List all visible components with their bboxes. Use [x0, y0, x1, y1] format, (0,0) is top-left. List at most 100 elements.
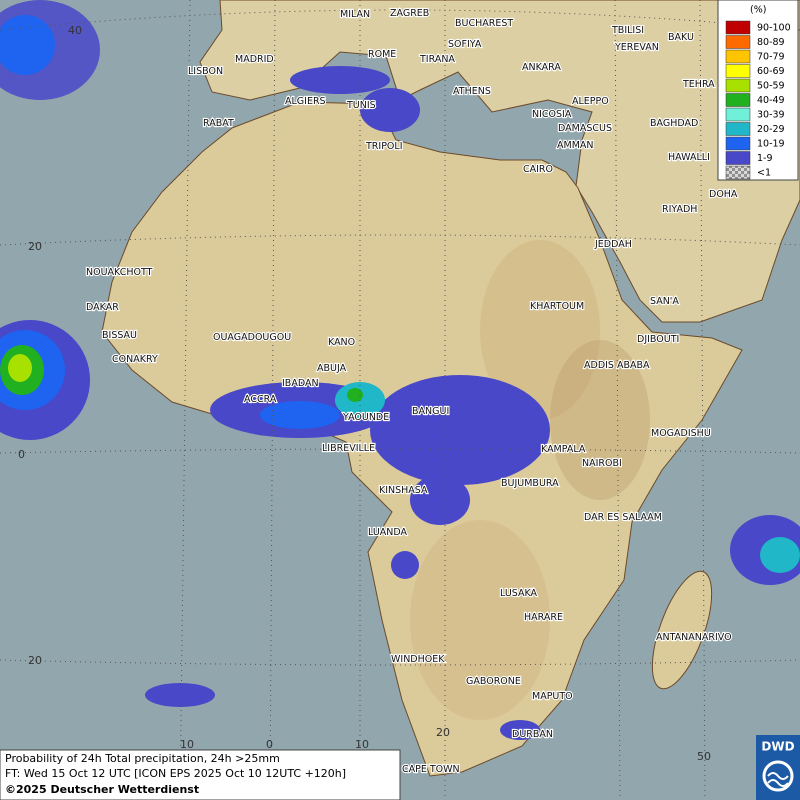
city-label: BUCHAREST [455, 18, 513, 29]
city-label: YEREVAN [614, 42, 659, 53]
legend-label: 30-39 [757, 110, 785, 121]
city-label: ANTANANARIVO [656, 632, 732, 643]
city-label: DAMASCUS [558, 123, 612, 134]
city-label: TIRANA [419, 54, 455, 65]
legend-swatch [725, 136, 751, 151]
city-label: DOHA [709, 189, 738, 200]
city-label: ALEPPO [572, 96, 609, 107]
city-label: GABORONE [466, 676, 521, 687]
legend-label: 1-9 [757, 153, 773, 164]
madagascar [651, 570, 713, 690]
legend-swatch [725, 49, 751, 64]
legend-swatch [725, 20, 751, 35]
city-label: DAKAR [86, 302, 119, 313]
longitude-label: 10 [180, 738, 194, 751]
city-label: DAR ES SALAAM [584, 512, 662, 523]
precipitation [0, 0, 800, 740]
city-label: MILAN [340, 9, 370, 20]
city-label: NOUAKCHOTT [86, 267, 153, 278]
legend-label: 50-59 [757, 81, 785, 92]
city-label: NICOSIA [532, 109, 572, 120]
legend: (%) 90-100 80-89 70-79 60-69 50-59 40-49 30-39 2… [725, 5, 791, 180]
city-label: KINSHASA [379, 485, 428, 496]
caption-copyright: ©2025 Deutscher Wetterdienst [5, 783, 199, 796]
city-label: ALGIERS [285, 96, 326, 107]
labels: MILAN ZAGREB BUCHAREST BAKU SOFIYA TBILISI YER… [18, 7, 739, 776]
city-label: ANKARA [522, 62, 561, 73]
city-label: BAKU [668, 32, 694, 43]
legend-label: 40-49 [757, 95, 785, 106]
city-label: DJIBOUTI [637, 334, 679, 345]
legend-label: 60-69 [757, 66, 785, 77]
legend-label: 10-19 [757, 139, 785, 150]
city-label: ABUJA [317, 363, 347, 374]
legend-title: (%) [750, 5, 766, 16]
legend-swatch [725, 93, 751, 107]
city-label: LUANDA [368, 527, 408, 538]
legend-swatch [725, 64, 751, 78]
legend-swatch [725, 122, 751, 136]
city-label: TUNIS [346, 100, 376, 111]
city-label: KHARTOUM [530, 301, 584, 312]
caption-title: Probability of 24h Total precipitation, … [5, 752, 280, 765]
legend-swatch [725, 107, 751, 122]
caption-box [0, 749, 401, 800]
latitude-label: 0 [18, 448, 25, 461]
land [199, 0, 800, 323]
latitude-label: 40 [68, 24, 82, 37]
legend-label: 90-100 [757, 23, 791, 34]
legend-label: 80-89 [757, 37, 785, 48]
caption-forecast: FT: Wed 15 Oct 12 UTC [ICON EPS 2025 Oct… [5, 767, 346, 780]
city-label: JEDDAH [594, 239, 632, 250]
city-label: HARARE [524, 612, 563, 623]
legend-swatch [725, 35, 751, 49]
city-label: MAPUTO [532, 691, 573, 702]
longitude-label: 10 [355, 738, 369, 751]
legend-swatch [725, 151, 751, 165]
legend-label: 20-29 [757, 124, 785, 135]
city-label: HAWALLI [668, 152, 710, 163]
highlands [550, 340, 650, 500]
city-label: TBILISI [611, 25, 644, 36]
city-label: DURBAN [512, 729, 553, 740]
latitude-label: 20 [28, 654, 42, 667]
latitude-label: 20 [28, 240, 42, 253]
city-label: ATHENS [453, 86, 491, 97]
city-label: ADDIS ABABA [584, 360, 650, 371]
city-label: BUJUMBURA [501, 478, 559, 489]
city-label: MOGADISHU [651, 428, 711, 439]
logo-waves [767, 772, 789, 787]
city-label: OUAGADOUGOU [213, 332, 291, 343]
logo-text: DWD [761, 740, 794, 754]
city-label: CONAKRY [112, 354, 158, 365]
legend-label: <1 [757, 168, 771, 179]
city-label: LIBREVILLE [322, 443, 375, 454]
city-label: IBADAN [282, 378, 319, 389]
logo-icon [762, 760, 794, 792]
city-label: WINDHOEK [391, 654, 445, 665]
city-label: CAIRO [523, 164, 553, 175]
city-label: LISBON [188, 66, 223, 77]
city-label: TEHRA [682, 79, 715, 90]
city-label: TRIPOLI [365, 141, 403, 152]
city-label: SOFIYA [448, 39, 482, 50]
city-label: ZAGREB [390, 8, 429, 19]
longitude-label: 0 [266, 738, 273, 751]
legend-swatch [725, 165, 751, 180]
city-label: BANGUI [412, 406, 449, 417]
legend-swatch [725, 78, 751, 93]
city-label: ROME [368, 49, 396, 60]
city-label: AMMAN [557, 140, 594, 151]
longitude-label: 50 [697, 750, 711, 763]
city-label: BAGHDAD [650, 118, 698, 129]
highlands [480, 240, 600, 420]
city-label: BISSAU [102, 330, 137, 341]
city-label: KANO [328, 337, 355, 348]
legend-label: 70-79 [757, 52, 785, 63]
city-label: LUSAKA [500, 588, 538, 599]
city-label: MADRID [235, 54, 274, 65]
city-label: ACCRA [244, 394, 277, 405]
city-label: SAN'A [650, 296, 679, 307]
